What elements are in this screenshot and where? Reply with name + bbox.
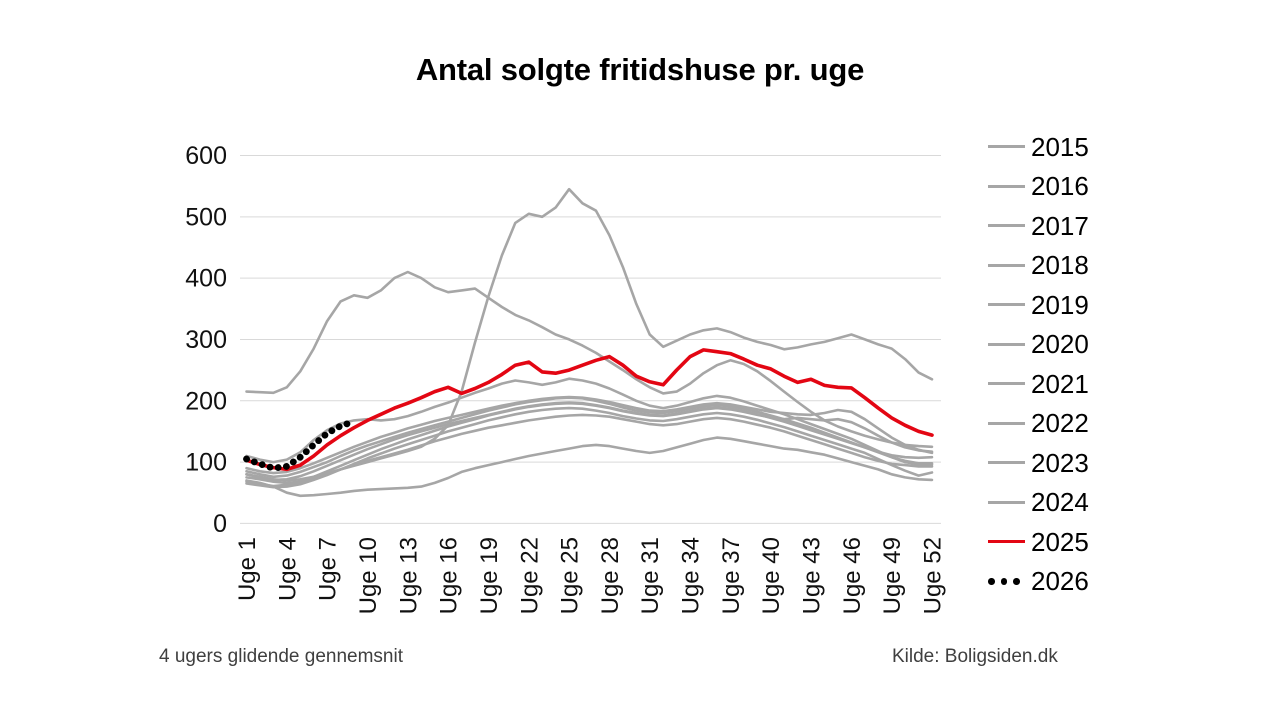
legend-item-2026: 2026	[988, 562, 1089, 602]
x-tick-label: Uge 52	[920, 537, 947, 614]
series-2021-line	[245, 270, 934, 449]
legend-line-marker	[988, 461, 1025, 465]
legend-item-2018: 2018	[988, 246, 1089, 286]
y-tick-label: 400	[185, 265, 227, 293]
legend-line-marker	[988, 382, 1025, 386]
series-2020-line	[245, 187, 934, 482]
x-tick-label: Uge 1	[234, 537, 261, 601]
x-tick-label: Uge 10	[355, 537, 382, 614]
chart-legend: 2015 2016 2017 2018 2019 2020 2021 2022 2023 2024…	[988, 127, 1089, 601]
x-tick-label: Uge 31	[637, 537, 664, 614]
y-tick-label: 600	[185, 142, 227, 170]
legend-line-marker	[988, 303, 1025, 307]
series-2019-line	[245, 395, 934, 475]
legend-item-2019: 2019	[988, 285, 1089, 325]
x-tick-label: Uge 28	[597, 537, 624, 614]
legend-dot	[1000, 578, 1007, 585]
legend-label-2018: 2018	[1031, 250, 1089, 281]
legend-item-2025: 2025	[988, 522, 1089, 562]
series-2022-line	[245, 377, 934, 466]
x-tick-label: Uge 7	[315, 537, 342, 601]
legend-line-marker	[988, 263, 1025, 267]
x-tick-label: Uge 4	[274, 537, 301, 601]
legend-label-2020: 2020	[1031, 329, 1089, 360]
legend-item-2016: 2016	[988, 167, 1089, 207]
legend-line-marker	[988, 500, 1025, 504]
legend-item-2023: 2023	[988, 443, 1089, 483]
x-tick-label: Uge 25	[557, 537, 584, 614]
series-2026-line	[243, 418, 358, 472]
x-tick-label: Uge 43	[799, 537, 826, 614]
legend-item-2022: 2022	[988, 404, 1089, 444]
legend-item-2015: 2015	[988, 127, 1089, 167]
legend-line-marker	[988, 540, 1025, 544]
legend-line-marker	[988, 184, 1025, 188]
legend-line-marker	[988, 421, 1025, 425]
chart-title: Antal solgte fritidshuse pr. uge	[415, 52, 865, 87]
series-2024-line	[245, 401, 934, 488]
legend-label-2023: 2023	[1031, 447, 1089, 478]
legend-label-2016: 2016	[1031, 171, 1089, 202]
legend-label-2017: 2017	[1031, 210, 1089, 241]
legend-item-2020: 2020	[988, 325, 1089, 365]
legend-label-2021: 2021	[1031, 368, 1089, 399]
x-tick-label: Uge 34	[678, 537, 705, 614]
series-2025-line	[244, 348, 934, 472]
legend-item-2021: 2021	[988, 364, 1089, 404]
x-tick-label: Uge 40	[758, 537, 785, 614]
legend-dot	[1013, 578, 1020, 585]
x-tick-label: Uge 49	[879, 537, 906, 614]
series-2015-line	[245, 436, 934, 498]
y-tick-label: 500	[185, 203, 227, 231]
legend-dotted-marker	[988, 578, 1025, 585]
legend-label-2025: 2025	[1031, 526, 1089, 557]
legend-line-marker	[988, 342, 1025, 346]
legend-label-2019: 2019	[1031, 289, 1089, 320]
footnote-moving-average: 4 ugers glidende gennemsnit	[159, 646, 404, 667]
x-tick-label: Uge 19	[476, 537, 503, 614]
legend-line-marker	[988, 145, 1025, 149]
y-tick-label: 0	[213, 510, 227, 538]
y-tick-label: 300	[185, 326, 227, 354]
x-tick-label: Uge 46	[839, 537, 866, 614]
legend-item-2017: 2017	[988, 206, 1089, 246]
legend-line-marker	[988, 224, 1025, 228]
x-tick-label: Uge 37	[718, 537, 745, 614]
x-tick-label: Uge 16	[436, 537, 463, 614]
source-credit: Kilde: Boligsiden.dk	[892, 646, 1058, 667]
legend-label-2022: 2022	[1031, 408, 1089, 439]
series-2023-line	[245, 406, 934, 489]
legend-label-2015: 2015	[1031, 131, 1089, 162]
legend-item-2024: 2024	[988, 483, 1089, 523]
y-tick-label: 100	[185, 449, 227, 477]
legend-label-2024: 2024	[1031, 487, 1089, 518]
x-tick-label: Uge 13	[395, 537, 422, 614]
legend-dot	[988, 578, 995, 585]
x-tick-label: Uge 22	[516, 537, 543, 614]
legend-label-2026: 2026	[1031, 566, 1089, 597]
y-tick-label: 200	[185, 387, 227, 415]
